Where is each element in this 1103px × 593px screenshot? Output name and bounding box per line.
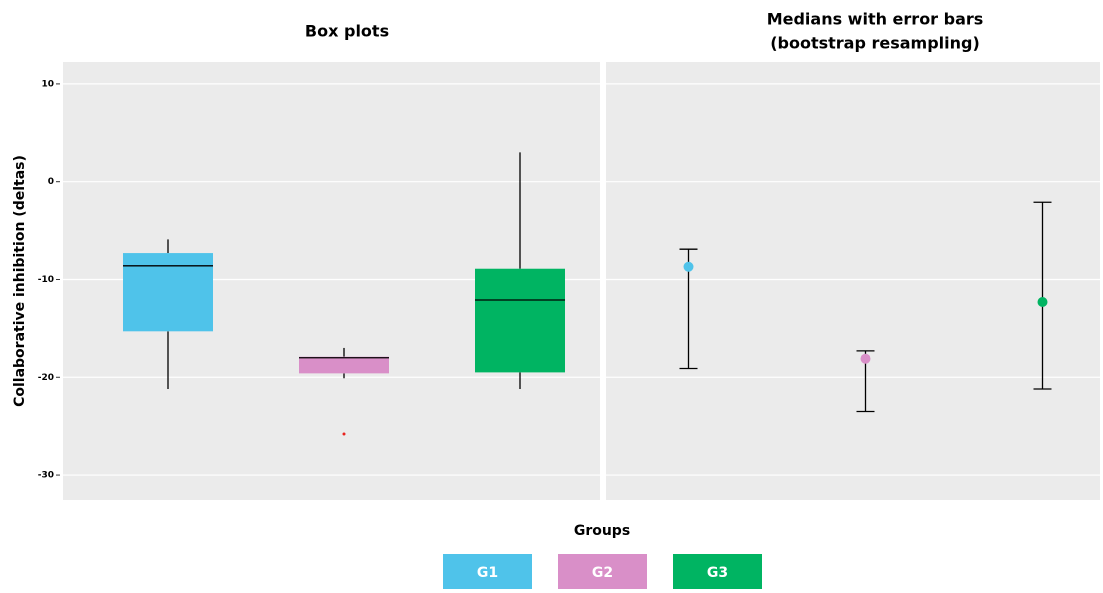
chart-title: Box plots (305, 22, 389, 41)
y-tick-label: -30 (38, 471, 54, 481)
chart-title: Medians with error bars (767, 10, 984, 29)
y-tick-label: 0 (48, 177, 54, 187)
legend-label: G2 (592, 565, 613, 581)
legend-swatch (558, 554, 647, 589)
legend-label: G3 (707, 565, 728, 581)
y-axis-label: Collaborative inhibition (deltas) (12, 155, 28, 407)
y-tick-label: -20 (38, 373, 54, 383)
box (299, 356, 389, 374)
x-axis-label: Groups (574, 523, 630, 539)
chart-subtitle: (bootstrap resampling) (770, 34, 980, 53)
legend-label: G1 (477, 565, 498, 581)
box (475, 268, 565, 373)
median-point (860, 353, 871, 364)
legend-swatch (443, 554, 532, 589)
median-point (683, 261, 694, 272)
y-tick-label: -10 (38, 275, 54, 285)
box (123, 253, 213, 332)
median-point (1037, 296, 1048, 307)
legend-swatch (673, 554, 762, 589)
panel-right (606, 62, 1100, 500)
y-tick-label: 10 (41, 79, 54, 89)
outlier (342, 432, 346, 436)
